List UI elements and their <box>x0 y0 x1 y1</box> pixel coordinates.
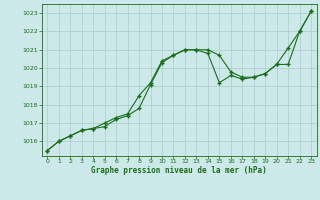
X-axis label: Graphe pression niveau de la mer (hPa): Graphe pression niveau de la mer (hPa) <box>91 166 267 175</box>
